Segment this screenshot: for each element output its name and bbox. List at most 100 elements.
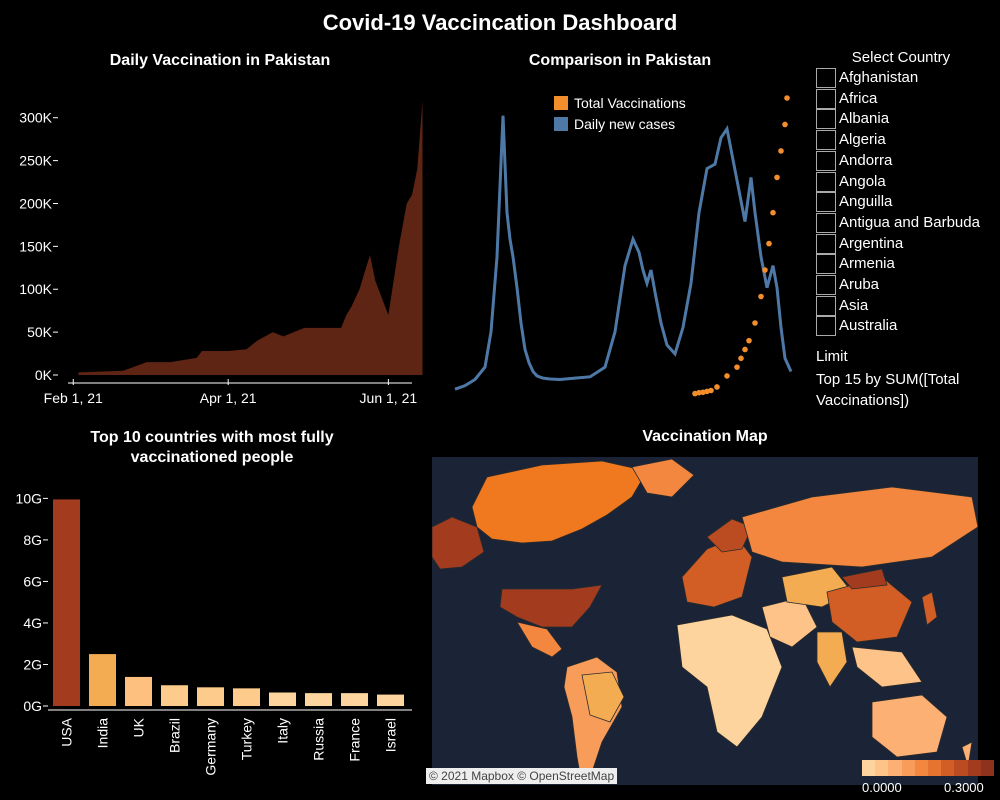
bar-y-tick: 10G [16, 490, 42, 506]
country-option[interactable]: Armenia [816, 254, 1000, 275]
country-option[interactable]: Antigua and Barbuda [816, 212, 1000, 233]
map-australia[interactable] [871, 694, 948, 758]
comparison-legend: Total Vaccinations Daily new cases [554, 95, 686, 132]
bar-category-label: UK [131, 717, 147, 737]
bar-uk[interactable] [125, 676, 152, 706]
country-option[interactable]: Algeria [816, 130, 1000, 151]
bar-russia[interactable] [305, 693, 332, 706]
legend-swatch [914, 760, 929, 776]
country-option[interactable]: Afghanistan [816, 68, 1000, 88]
country-label: Albania [839, 110, 890, 128]
map-russia[interactable] [741, 486, 978, 568]
total-vaccinations-point[interactable] [738, 355, 744, 362]
country-checkbox[interactable] [816, 192, 836, 213]
country-label: Aruba [839, 276, 880, 293]
bar-brazil[interactable] [161, 685, 188, 706]
map-scandinavia[interactable] [706, 518, 753, 553]
bar-italy[interactable] [269, 692, 296, 706]
bar-turkey[interactable] [233, 688, 260, 706]
total-vaccinations-point[interactable] [778, 148, 784, 154]
map-color-legend [862, 760, 995, 776]
map-africa[interactable] [676, 614, 783, 748]
map-mexico[interactable] [516, 621, 563, 658]
country-option[interactable]: Australia [816, 316, 1000, 337]
country-checkbox[interactable] [816, 212, 836, 233]
country-option[interactable]: Africa [816, 88, 1000, 109]
map-alaska[interactable] [432, 516, 485, 570]
country-checkbox[interactable] [816, 68, 836, 88]
daily-vaccination-area[interactable] [78, 100, 423, 376]
country-option[interactable]: Asia [816, 295, 1000, 316]
bar-israel[interactable] [377, 694, 404, 706]
total-vaccinations-point[interactable] [724, 373, 730, 379]
daily-cases-line[interactable] [454, 115, 793, 391]
daily-x-tick: Feb 1, 21 [44, 390, 103, 406]
daily-y-tick: 200K [19, 195, 52, 211]
total-vaccinations-point[interactable] [774, 174, 780, 181]
country-label: Anguilla [839, 193, 893, 211]
map-attribution[interactable]: © 2021 Mapbox © OpenStreetMap [426, 768, 618, 784]
map-japan[interactable] [921, 591, 938, 626]
map-southeast-asia[interactable] [851, 646, 923, 688]
legend-swatch [980, 760, 995, 776]
bar-france[interactable] [341, 693, 368, 706]
bar-y-tick: 4G [23, 615, 42, 631]
world-map[interactable] [432, 457, 978, 785]
legend-swatch-cases [554, 117, 568, 131]
daily-vaccination-chart[interactable]: 0K 50K 100K 150K 200K 250K 300K Feb 1, 21 Apr 1… [0, 80, 430, 420]
total-vaccinations-point[interactable] [766, 240, 772, 247]
country-checkbox[interactable] [816, 254, 836, 275]
total-vaccinations-point[interactable] [752, 320, 758, 326]
map-india[interactable] [816, 631, 848, 688]
total-vaccinations-point[interactable] [762, 267, 768, 273]
bar-germany[interactable] [197, 687, 224, 706]
map-greenland[interactable] [631, 458, 695, 498]
dashboard-title: Covid-19 Vaccincation Dashboard [322, 10, 678, 35]
bar-category-label: France [347, 718, 363, 762]
total-vaccinations-point[interactable] [758, 293, 764, 300]
country-checkbox[interactable] [816, 88, 836, 109]
map-brazil[interactable] [581, 671, 625, 723]
total-vaccinations-point[interactable] [770, 209, 776, 216]
legend-swatch [941, 760, 955, 776]
country-checkbox[interactable] [816, 275, 836, 295]
country-checkbox[interactable] [816, 109, 836, 130]
country-option[interactable]: Albania [816, 109, 1000, 130]
bar-category-label: Germany [203, 718, 219, 776]
map-usa[interactable] [499, 584, 603, 628]
map-mongolia[interactable] [841, 568, 888, 590]
total-vaccinations-point[interactable] [782, 121, 788, 128]
daily-y-tick: 50K [27, 324, 53, 340]
comparison-chart[interactable]: Total Vaccinations Daily new cases [440, 80, 800, 420]
country-checkbox[interactable] [816, 295, 836, 316]
country-option[interactable]: Argentina [816, 233, 1000, 254]
bar-india[interactable] [89, 654, 116, 706]
map-new-zealand[interactable] [961, 741, 973, 768]
country-checkbox[interactable] [816, 130, 836, 151]
map-legend-min: 0.0000 [862, 780, 902, 795]
map-canada[interactable] [471, 460, 648, 544]
country-checkbox[interactable] [816, 233, 836, 254]
country-checkbox[interactable] [816, 150, 836, 171]
country-option[interactable]: Andorra [816, 150, 1000, 171]
legend-swatch [954, 760, 968, 776]
country-checkbox[interactable] [816, 316, 836, 337]
total-vaccinations-point[interactable] [714, 384, 720, 390]
total-vaccinations-point[interactable] [784, 95, 790, 101]
bar-usa[interactable] [53, 499, 80, 706]
bar-category-label: Russia [311, 718, 327, 761]
vaccination-map[interactable] [432, 457, 978, 785]
total-vaccinations-point[interactable] [734, 364, 740, 370]
country-checkbox[interactable] [816, 171, 836, 192]
map-europe[interactable] [681, 536, 753, 608]
bar-category-label: Israel [383, 718, 399, 752]
country-option[interactable]: Angola [816, 171, 1000, 192]
country-option[interactable]: Aruba [816, 275, 1000, 295]
total-vaccinations-point[interactable] [742, 346, 748, 353]
top10-bar-chart[interactable]: 0G 2G 4G 6G 8G 10G USA India UK Brazil Germany Tur… [0, 470, 420, 790]
top10-title-line2: vaccinationed people [130, 449, 294, 466]
total-vaccinations-point[interactable] [708, 387, 714, 394]
bar-category-label: India [95, 718, 111, 749]
country-option[interactable]: Anguilla [816, 192, 1000, 213]
total-vaccinations-point[interactable] [746, 337, 752, 344]
